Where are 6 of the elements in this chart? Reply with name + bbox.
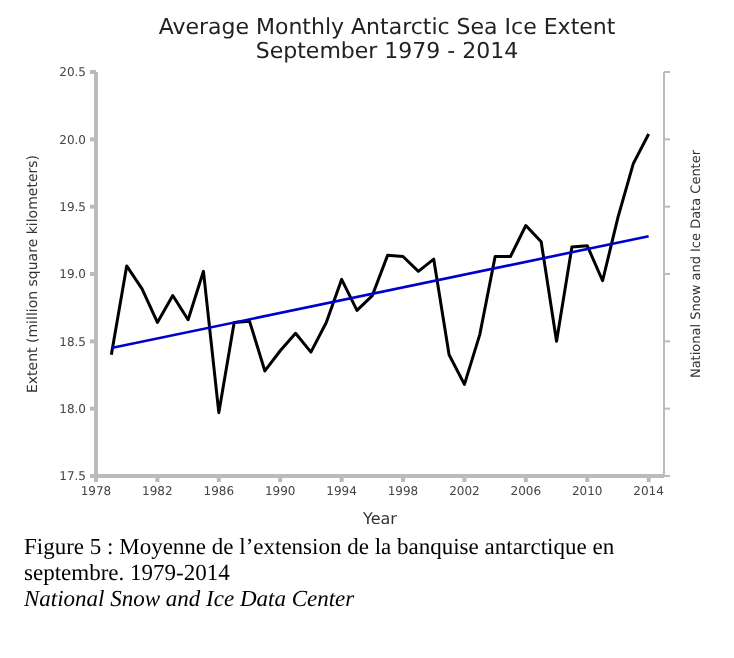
line-series xyxy=(109,132,651,415)
x-axis-title: Year xyxy=(361,510,399,528)
chart-title: Average Monthly Antarctic Sea Ice Extent xyxy=(156,14,618,40)
caption: Figure 5 : Moyenne de l’extension de la banquise antarctique en septembre. 1979-2014 xyxy=(24,536,617,588)
chart-subtitle: September 1979 - 2014 xyxy=(253,38,521,64)
text: National Snow and Ice Data Center xyxy=(24,588,357,614)
